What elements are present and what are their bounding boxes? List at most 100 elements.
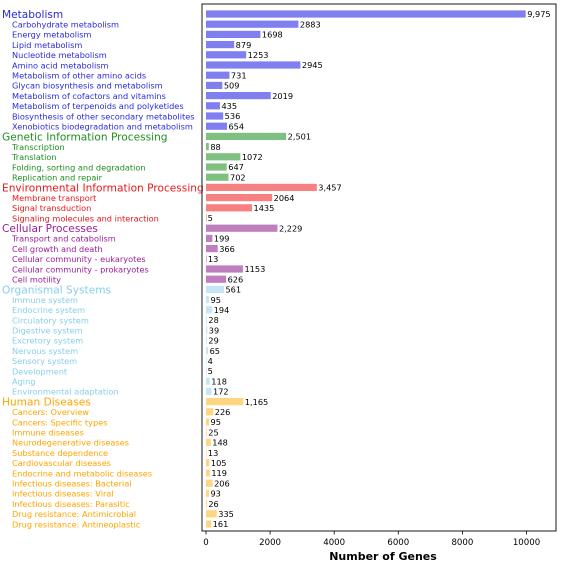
x-tick-label: 6000	[387, 538, 409, 548]
value-label-glycan-biosynthesis-and-metabolism: 509	[224, 81, 240, 91]
category-label-translation: Translation	[11, 152, 57, 162]
category-label-cardiovascular-diseases: Cardiovascular diseases	[12, 458, 111, 468]
bar-biosynthesis-of-other-secondary-metabolites	[206, 112, 224, 120]
value-label-cell-growth-and-death: 366	[219, 244, 235, 254]
group-value-human-diseases: 1,165	[245, 397, 268, 407]
value-label-substance-dependence: 13	[208, 448, 218, 458]
value-label-endocrine-and-metabolic-diseases: 119	[211, 468, 227, 478]
bar-drug-resistance-antineoplastic	[206, 520, 212, 528]
value-label-circulatory-system: 28	[208, 315, 218, 325]
group-bar-cellular-processes	[206, 224, 278, 232]
bar-cancers-specific-types	[206, 418, 210, 426]
category-label-drug-resistance-antineoplastic: Drug resistance: Antineoplastic	[12, 519, 140, 529]
group-value-metabolism: 9,975	[527, 9, 550, 19]
x-axis-title: Number of Genes	[329, 550, 437, 563]
bar-glycan-biosynthesis-and-metabolism	[206, 81, 223, 89]
bar-substance-dependence	[206, 449, 207, 457]
x-tick-label: 8000	[451, 538, 473, 548]
x-tick-label: 4000	[323, 538, 345, 548]
value-label-development: 5	[208, 366, 213, 376]
bar-lipid-metabolism	[206, 41, 235, 49]
category-label-sensory-system: Sensory system	[12, 356, 77, 366]
category-label-cell-growth-and-death: Cell growth and death	[12, 244, 103, 254]
category-label-biosynthesis-of-other-secondary-metabolites: Biosynthesis of other secondary metaboli…	[12, 111, 195, 121]
bar-infectious-diseases-bacterial	[206, 479, 213, 487]
category-label-cellular-community-eukaryotes: Cellular community - eukaryotes	[12, 254, 146, 264]
value-label-transcription: 88	[210, 142, 220, 152]
value-label-aging: 118	[211, 376, 227, 386]
value-label-signal-transduction: 1435	[253, 203, 274, 213]
group-value-environmental-information-processing: 3,457	[318, 183, 341, 193]
bar-cardiovascular-diseases	[206, 459, 210, 467]
category-label-neurodegenerative-diseases: Neurodegenerative diseases	[12, 438, 129, 448]
bar-nervous-system	[206, 347, 209, 355]
value-label-cellular-community-eukaryotes: 13	[208, 254, 218, 264]
value-label-immune-diseases: 25	[208, 427, 218, 437]
category-label-transport-and-catabolism: Transport and catabolism	[11, 234, 116, 244]
group-value-organismal-systems: 561	[225, 285, 241, 295]
category-label-excretory-system: Excretory system	[12, 336, 83, 346]
category-label-replication-and-repair: Replication and repair	[12, 173, 103, 183]
group-label-environmental-information-processing: Environmental Information Processing	[2, 182, 204, 194]
bar-immune-diseases	[206, 428, 207, 436]
value-labels: 9,97528831698879125329457315092019435536…	[208, 9, 551, 529]
bar-cell-motility	[206, 275, 227, 283]
bar-metabolism-of-terpenoids-and-polyketides	[206, 102, 220, 110]
category-label-amino-acid-metabolism: Amino acid metabolism	[12, 60, 109, 70]
bar-cell-growth-and-death	[206, 245, 218, 253]
bar-energy-metabolism	[206, 30, 261, 38]
category-label-folding-sorting-and-degradation: Folding, sorting and degradation	[12, 162, 146, 172]
value-label-cancers-specific-types: 95	[211, 417, 221, 427]
value-label-carbohydrate-metabolism: 2883	[300, 19, 321, 29]
value-label-replication-and-repair: 702	[230, 172, 246, 182]
group-label-metabolism: Metabolism	[2, 9, 63, 21]
category-label-infectious-diseases-parasitic: Infectious diseases: Parasitic	[12, 499, 130, 509]
bar-metabolism-of-other-amino-acids	[206, 71, 230, 79]
value-label-metabolism-of-cofactors-and-vitamins: 2019	[272, 91, 293, 101]
category-label-aging: Aging	[12, 377, 35, 387]
group-bar-environmental-information-processing	[206, 183, 317, 191]
bar-xenobiotics-biodegradation-and-metabolism	[206, 122, 227, 130]
category-label-metabolism-of-other-amino-acids: Metabolism of other amino acids	[12, 71, 146, 81]
category-label-circulatory-system: Circulatory system	[12, 315, 89, 325]
group-bar-metabolism	[206, 10, 526, 18]
category-label-endocrine-system: Endocrine system	[12, 305, 85, 315]
category-label-cancers-overview: Cancers: Overview	[12, 407, 89, 417]
bar-cancers-overview	[206, 408, 214, 416]
category-label-energy-metabolism: Energy metabolism	[12, 30, 92, 40]
bar-endocrine-and-metabolic-diseases	[206, 469, 210, 477]
category-label-signaling-molecules-and-interaction: Signaling molecules and interaction	[12, 213, 159, 223]
bar-nucleotide-metabolism	[206, 51, 247, 59]
bar-cellular-community-prokaryotes	[206, 265, 243, 273]
bar-circulatory-system	[206, 316, 207, 324]
bar-infectious-diseases-viral	[206, 489, 209, 497]
category-label-signal-transduction: Signal transduction	[12, 203, 91, 213]
value-label-xenobiotics-biodegradation-and-metabolism: 654	[228, 121, 244, 131]
value-label-energy-metabolism: 1698	[262, 30, 283, 40]
value-label-cell-motility: 626	[228, 274, 244, 284]
value-label-amino-acid-metabolism: 2945	[302, 60, 323, 70]
bar-drug-resistance-antimicrobial	[206, 510, 217, 518]
category-label-metabolism-of-terpenoids-and-polyketides: Metabolism of terpenoids and polyketides	[12, 101, 184, 111]
bar-folding-sorting-and-degradation	[206, 163, 227, 171]
bar-transport-and-catabolism	[206, 234, 213, 242]
plot-frame	[201, 3, 557, 532]
bar-cellular-community-eukaryotes	[206, 255, 207, 263]
bar-sensory-system	[206, 357, 207, 365]
value-label-excretory-system: 29	[208, 336, 218, 346]
group-value-genetic-information-processing: 2,501	[288, 132, 311, 142]
value-label-drug-resistance-antimicrobial: 335	[218, 509, 234, 519]
bar-environmental-adaptation	[206, 387, 212, 395]
group-label-cellular-processes: Cellular Processes	[2, 223, 98, 235]
x-tick-label: 10000	[513, 538, 540, 548]
value-label-nucleotide-metabolism: 1253	[248, 50, 269, 60]
x-tick-label: 2000	[259, 538, 281, 548]
group-label-genetic-information-processing: Genetic Information Processing	[2, 131, 168, 143]
bar-signaling-molecules-and-interaction	[206, 214, 207, 222]
bar-metabolism-of-cofactors-and-vitamins	[206, 92, 271, 100]
bar-endocrine-system	[206, 306, 213, 314]
value-label-cancers-overview: 226	[215, 407, 231, 417]
bar-infectious-diseases-parasitic	[206, 500, 207, 508]
category-label-carbohydrate-metabolism: Carbohydrate metabolism	[12, 20, 119, 30]
